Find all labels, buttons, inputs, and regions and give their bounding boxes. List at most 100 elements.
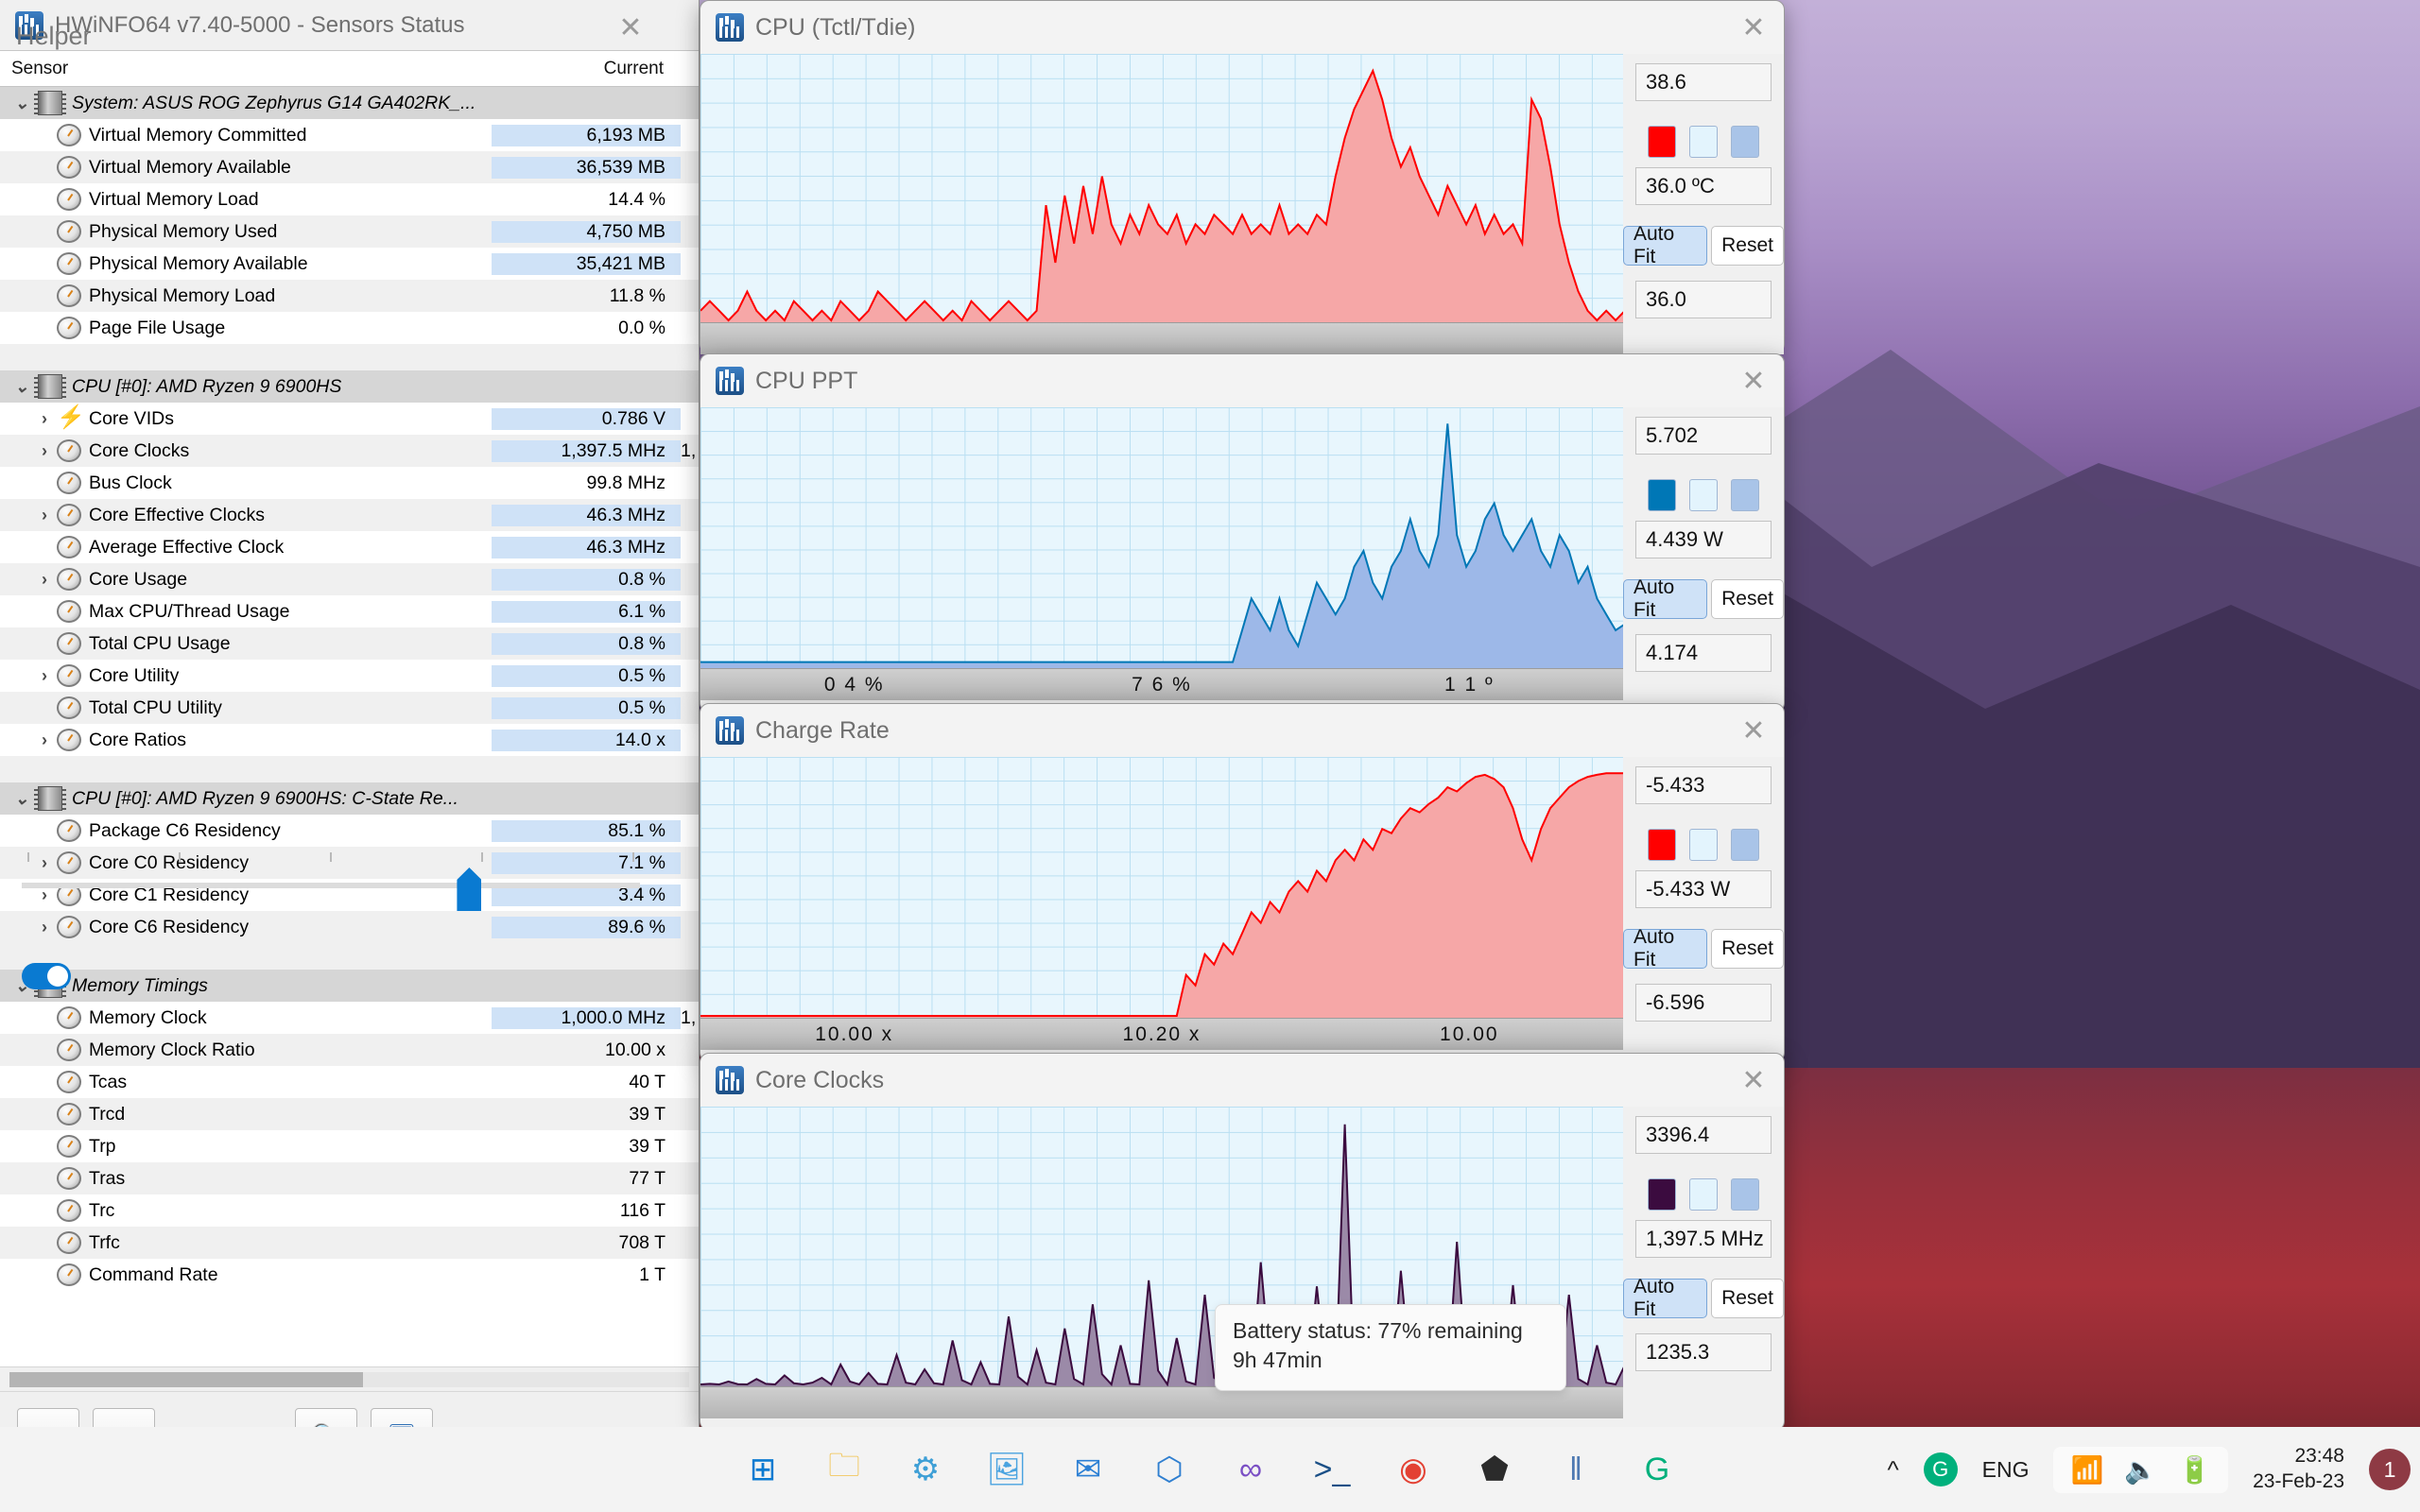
ghelper-titlebar[interactable]: Helper ✕ [1,1,661,71]
graph-window-core-clocks[interactable]: Core Clocks ✕ 3396.4 1,397.5 MHz Auto Fit Res… [700,1053,1785,1431]
start-icon[interactable]: ⊞ [749,1452,777,1487]
series-color-swatch[interactable] [1648,126,1676,158]
chevron-down-icon[interactable]: ⌄ [14,93,29,112]
chevron-up-icon[interactable]: ^ [1887,1454,1899,1484]
hwinfo-taskbar-icon[interactable]: ‖ [1568,1451,1583,1487]
chevron-down-icon[interactable]: ⌄ [14,376,29,396]
sensor-row[interactable]: Trp 39 T [0,1130,699,1162]
sensor-row[interactable]: Tras 77 T [0,1162,699,1194]
close-icon[interactable]: ✕ [1741,11,1766,43]
sensor-row[interactable]: › Core Ratios 14.0 x [0,724,699,756]
sensor-row[interactable]: Virtual Memory Load 14.4 % [0,183,699,215]
vscode-icon[interactable]: ⬡ [1155,1452,1184,1487]
graph-titlebar[interactable]: Charge Rate ✕ [700,704,1784,757]
sensor-row[interactable]: › ⚡ Core VIDs 0.786 V [0,403,699,435]
chevron-down-icon[interactable]: ⌄ [14,788,29,808]
reset-button[interactable]: Reset [1711,1279,1784,1318]
sensor-group-row[interactable]: ⌄ CPU [#0]: AMD Ryzen 9 6900HS: C-State R… [0,782,699,815]
close-icon[interactable]: ✕ [1741,714,1766,747]
grid-color-swatch[interactable] [1731,479,1759,511]
graph-titlebar[interactable]: CPU PPT ✕ [700,354,1784,407]
sensor-row[interactable]: › Core Utility 0.5 % [0,660,699,692]
reset-button[interactable]: Reset [1711,579,1784,619]
chevron-right-icon[interactable]: › [42,730,47,749]
battery-icon[interactable]: 🔋 [2178,1454,2212,1485]
chrome-icon[interactable]: ◉ [1399,1452,1427,1487]
graph-plot-area[interactable] [700,54,1623,322]
chevron-right-icon[interactable]: › [42,917,47,936]
graph-titlebar[interactable]: CPU (Tctl/Tdie) ✕ [700,1,1784,54]
graph-plot-area[interactable] [700,757,1623,1018]
hwinfo-window[interactable]: HWiNFO64 v7.40-5000 - Sensors Status Sen… [0,0,700,1482]
sensor-row[interactable]: Total CPU Utility 0.5 % [0,692,699,724]
settings-icon[interactable]: ⚙ [910,1452,941,1487]
toggle-switch-icon[interactable] [22,963,71,989]
grid-color-swatch[interactable] [1731,829,1759,861]
series-color-swatch[interactable] [1648,829,1676,861]
sensor-row[interactable]: Max CPU/Thread Usage 6.1 % [0,595,699,627]
sensor-row[interactable]: Tcas 40 T [0,1066,699,1098]
sensor-row[interactable]: Bus Clock 99.8 MHz [0,467,699,499]
taskbar-clock[interactable]: 23:48 23-Feb-23 [2253,1444,2344,1495]
graph-plot-area[interactable] [700,407,1623,668]
quick-settings-chip[interactable]: 📶 🔈 🔋 [2053,1446,2229,1493]
sensor-row[interactable]: Page File Usage 0.0 % [0,312,699,344]
battery-charge-limit-slider[interactable] [22,852,640,919]
obsidian-icon[interactable]: ⬟ [1480,1452,1509,1487]
sensor-row[interactable]: Physical Memory Load 11.8 % [0,280,699,312]
chevron-right-icon[interactable]: › [42,408,47,428]
background-color-swatch[interactable] [1689,126,1718,158]
sensor-list[interactable]: ⌄ System: ASUS ROG Zephyrus G14 GA402RK_.… [0,87,699,1366]
sensor-row[interactable]: Command Rate 1 T [0,1259,699,1291]
chevron-right-icon[interactable]: › [42,569,47,589]
sensor-row[interactable]: Trfc 708 T [0,1227,699,1259]
graph-window-charge-rate[interactable]: Charge Rate ✕ 10.00 x 10.20 x 10.00 -5.433 -5.… [700,703,1785,1062]
sensor-group-row[interactable]: ⌄ CPU [#0]: AMD Ryzen 9 6900HS [0,370,699,403]
notification-badge[interactable]: 1 [2369,1449,2411,1490]
close-icon[interactable]: ✕ [618,11,643,43]
column-header-sensor[interactable]: Sensor [11,58,69,78]
chevron-right-icon[interactable]: › [42,440,47,460]
language-indicator[interactable]: ENG [1981,1456,2030,1482]
close-icon[interactable]: ✕ [1741,1064,1766,1096]
column-header-current[interactable]: Current [603,58,664,78]
slider-rail[interactable] [22,883,640,888]
ghelper-taskbar-icon[interactable]: G [1644,1451,1670,1487]
sensor-row[interactable]: › Core C0 Residency 7.1 % [0,847,699,879]
ghelper-tray-icon[interactable]: G [1923,1452,1958,1486]
series-color-swatch[interactable] [1648,479,1676,511]
photos-icon[interactable]: 🖼 [986,1452,1028,1487]
sensor-row[interactable]: › Core Usage 0.8 % [0,563,699,595]
hwinfo-titlebar[interactable]: HWiNFO64 v7.40-5000 - Sensors Status [0,0,699,51]
graph-window-cpu-ppt[interactable]: CPU PPT ✕ 0 4 % 7 6 % 1 1 º 5.702 4.439 W Auto … [700,353,1785,713]
background-color-swatch[interactable] [1689,479,1718,511]
sensor-row[interactable]: Memory Clock 1,000.0 MHz 1, [0,1002,699,1034]
close-icon[interactable]: ✕ [1741,365,1766,397]
mail-icon[interactable]: ✉ [1074,1452,1102,1487]
series-color-swatch[interactable] [1648,1178,1676,1211]
taskbar-items[interactable]: ⊞ 🗀 ⚙ 🖼 ✉ ⬡ ∞ >_ ◉ ⬟ ‖ G [736,1443,1684,1496]
chevron-right-icon[interactable]: › [42,665,47,685]
taskbar[interactable]: ⊞ 🗀 ⚙ 🖼 ✉ ⬡ ∞ >_ ◉ ⬟ ‖ G ^ G ENG 📶 🔈 🔋 23:48 23-Feb… [0,1427,2420,1512]
system-tray[interactable]: ^ G ENG 📶 🔈 🔋 23:48 23-Feb-23 1 [1887,1427,2411,1512]
reset-button[interactable]: Reset [1711,226,1784,266]
chevron-right-icon[interactable]: › [42,505,47,524]
chevron-right-icon[interactable]: › [42,885,47,904]
scrollbar-thumb[interactable] [9,1371,363,1387]
graph-titlebar[interactable]: Core Clocks ✕ [700,1054,1784,1107]
speaker-icon[interactable]: 🔈 [2124,1454,2158,1485]
auto-fit-button[interactable]: Auto Fit [1623,576,1708,621]
sensor-row[interactable]: Trcd 39 T [0,1098,699,1130]
sensor-row[interactable]: › Core Clocks 1,397.5 MHz 1, [0,435,699,467]
sensor-row[interactable]: Total CPU Usage 0.8 % [0,627,699,660]
auto-fit-button[interactable]: Auto Fit [1623,926,1708,971]
powershell-icon[interactable]: >_ [1313,1451,1351,1487]
sensor-row[interactable]: Package C6 Residency 85.1 % [0,815,699,847]
sensor-row[interactable]: Average Effective Clock 46.3 MHz [0,531,699,563]
sensor-row[interactable]: Virtual Memory Committed 6,193 MB [0,119,699,151]
horizontal-scrollbar[interactable] [0,1366,699,1391]
slider-thumb[interactable] [457,868,482,911]
graph-window-cpu-temp[interactable]: CPU (Tctl/Tdie) ✕ 38.6 36.0 ºC Auto Fit Reset… [700,0,1785,354]
sensor-row[interactable]: Virtual Memory Available 36,539 MB [0,151,699,183]
reset-button[interactable]: Reset [1711,929,1784,969]
